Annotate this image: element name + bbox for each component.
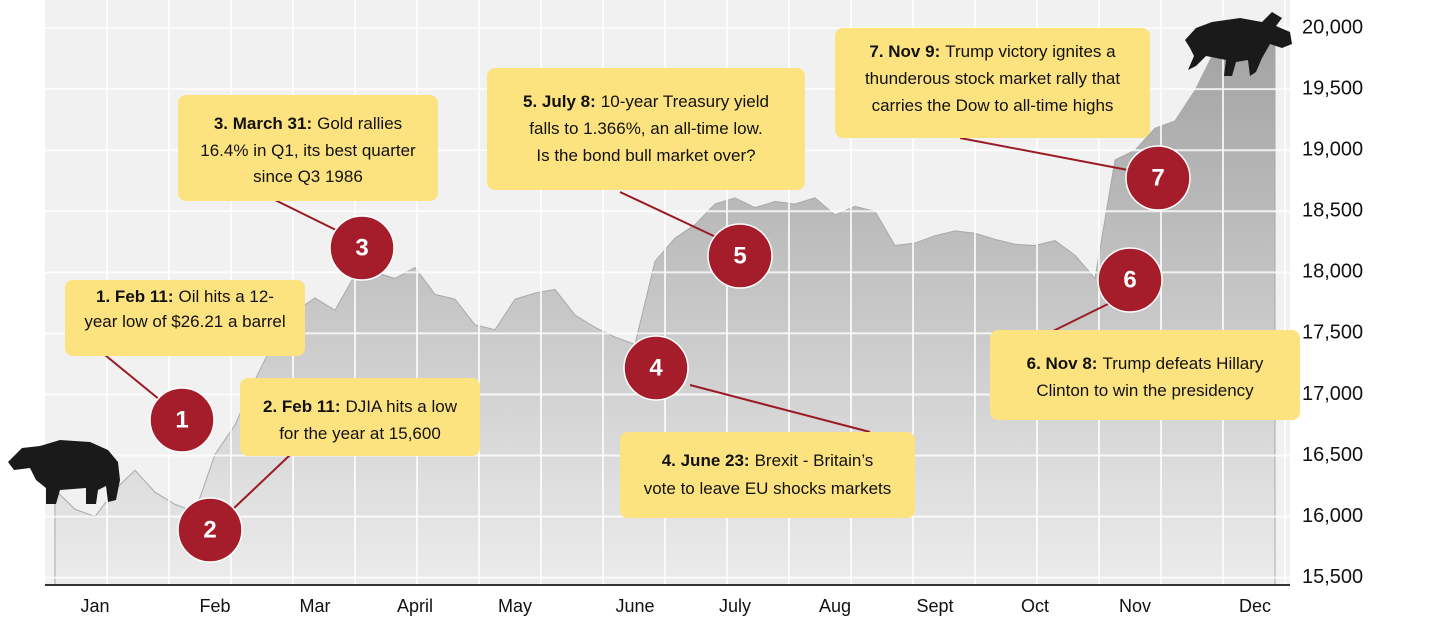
annotation-line: Brexit - Britain’s: [755, 451, 874, 470]
y-tick-label: 16,000: [1302, 505, 1363, 527]
annotation-box: [990, 330, 1300, 420]
annotation-box: [620, 432, 915, 518]
annotation-box: [178, 95, 438, 201]
annotation-text: 2. Feb 11: DJIA hits a low: [263, 397, 458, 416]
y-tick-label: 19,500: [1302, 77, 1363, 99]
annotation-line: year low of $26.21 a barrel: [84, 312, 285, 331]
annotation-line: Gold rallies: [317, 114, 402, 133]
marker-circle: [329, 215, 395, 281]
bull-icon: [1185, 12, 1292, 76]
marker-number: 5: [733, 242, 746, 269]
x-tick-label: Mar: [300, 596, 331, 616]
annotation-text: for the year at 15,600: [279, 424, 441, 443]
y-tick-label: 18,000: [1302, 261, 1363, 283]
annotation-text: 16.4% in Q1, its best quarter: [200, 141, 416, 160]
annotation-line: 16.4% in Q1, its best quarter: [200, 141, 416, 160]
connector: [104, 354, 161, 401]
annotation-text: year low of $26.21 a barrel: [84, 312, 285, 331]
marker-number: 6: [1123, 266, 1136, 293]
connector: [231, 454, 291, 511]
marker-number: 4: [649, 354, 663, 381]
annotation-text: 4. June 23: Brexit - Britain’s: [662, 451, 874, 470]
annotation-label: 4. June 23:: [662, 451, 750, 470]
y-tick-label: 15,500: [1302, 566, 1363, 588]
x-tick-label: Nov: [1119, 596, 1151, 616]
y-tick-label: 17,500: [1302, 322, 1363, 344]
marker-number: 7: [1151, 164, 1164, 191]
annotation-text: thunderous stock market rally that: [865, 69, 1120, 88]
annotation-text: falls to 1.366%, an all-time low.: [529, 119, 762, 138]
annotation-line: Trump defeats Hillary: [1102, 354, 1263, 373]
x-tick-label: April: [397, 596, 433, 616]
annotation-text: 1. Feb 11: Oil hits a 12-: [96, 287, 274, 306]
bear-icon: [8, 440, 120, 504]
connector: [619, 191, 719, 239]
annotation-line: DJIA hits a low: [345, 397, 457, 416]
x-tick-label: Aug: [819, 596, 851, 616]
x-tick-label: Sept: [916, 596, 953, 616]
connector: [274, 199, 341, 233]
x-tick-label: Oct: [1021, 596, 1049, 616]
annotation-line: Trump victory ignites a: [945, 42, 1116, 61]
x-tick-label: Jan: [80, 596, 109, 616]
annotation-line: Clinton to win the presidency: [1036, 381, 1254, 400]
annotation-line: thunderous stock market rally that: [865, 69, 1120, 88]
marker-circle: [1097, 247, 1163, 313]
annotation-label: 7. Nov 9:: [869, 42, 940, 61]
marker-number: 1: [175, 406, 188, 433]
y-tick-label: 17,000: [1302, 383, 1363, 405]
x-tick-label: June: [615, 596, 654, 616]
annotation-text: carries the Dow to all-time highs: [872, 96, 1114, 115]
annotation-box: [487, 68, 805, 190]
annotation-line: falls to 1.366%, an all-time low.: [529, 119, 762, 138]
marker-circle: [623, 335, 689, 401]
marker-circle: [707, 223, 773, 289]
marker-circle: [177, 497, 243, 563]
x-tick-label: Feb: [199, 596, 230, 616]
x-tick-label: July: [719, 596, 751, 616]
annotation-text: 3. March 31: Gold rallies: [214, 114, 402, 133]
x-tick-label: Dec: [1239, 596, 1271, 616]
annotation-text: 7. Nov 9: Trump victory ignites a: [869, 42, 1116, 61]
annotation-text: 5. July 8: 10-year Treasury yield: [523, 92, 769, 111]
annotation-text: vote to leave EU shocks markets: [644, 479, 892, 498]
annotation-line: vote to leave EU shocks markets: [644, 479, 892, 498]
annotation-line: Oil hits a 12-: [179, 287, 274, 306]
y-tick-label: 16,500: [1302, 444, 1363, 466]
marker-number: 3: [355, 234, 368, 261]
annotation-text: 6. Nov 8: Trump defeats Hillary: [1027, 354, 1264, 373]
annotation-line: for the year at 15,600: [279, 424, 441, 443]
annotation-label: 6. Nov 8:: [1027, 354, 1098, 373]
y-tick-label: 20,000: [1302, 16, 1363, 38]
annotation-label: 5. July 8:: [523, 92, 596, 111]
annotation-box: [240, 378, 480, 456]
annotation-line: 10-year Treasury yield: [601, 92, 769, 111]
connector: [1044, 301, 1113, 336]
annotation-label: 3. March 31:: [214, 114, 312, 133]
x-tick-label: May: [498, 596, 532, 616]
connector: [959, 137, 1129, 171]
annotation-line: Is the bond bull market over?: [536, 146, 755, 165]
marker-number: 2: [203, 516, 216, 543]
annotation-text: Is the bond bull market over?: [536, 146, 755, 165]
annotation-line: since Q3 1986: [253, 167, 363, 186]
annotation-line: carries the Dow to all-time highs: [872, 96, 1114, 115]
annotation-text: Clinton to win the presidency: [1036, 381, 1254, 400]
annotation-text: since Q3 1986: [253, 167, 363, 186]
connector: [689, 384, 871, 433]
marker-circle: [149, 387, 215, 453]
annotation-label: 2. Feb 11:: [263, 397, 340, 416]
y-tick-label: 19,000: [1302, 139, 1363, 161]
annotation-label: 1. Feb 11:: [96, 287, 173, 306]
y-tick-label: 18,500: [1302, 200, 1363, 222]
annotation-box: [65, 280, 305, 356]
annotation-box: [835, 28, 1150, 138]
marker-circle: [1125, 145, 1191, 211]
